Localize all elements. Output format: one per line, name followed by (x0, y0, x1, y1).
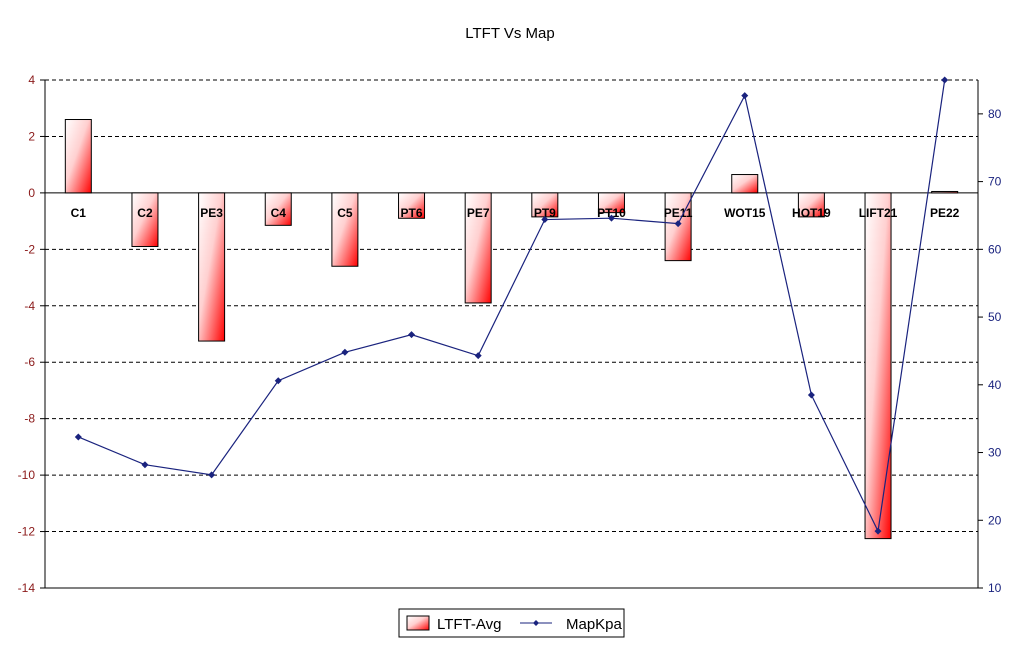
category-labels: C1 C2 PE3 C4 C5 PT6 PE7 PT9 PT10 PE11 WOT15 HOT19 LI… (71, 206, 960, 220)
category-label: PE7 (467, 206, 490, 220)
category-label: PE3 (200, 206, 223, 220)
left-tick-label: -2 (24, 242, 35, 256)
bar-ltft-avg (864, 192, 892, 540)
grid-lines (45, 79, 978, 533)
left-tick-label: -4 (24, 299, 35, 313)
category-label: PT10 (597, 206, 626, 220)
right-tick-label: 50 (988, 310, 1002, 324)
mapkpa-line (78, 79, 946, 534)
category-label: PT6 (401, 206, 423, 220)
mapkpa-point (741, 92, 749, 100)
category-label: C2 (137, 206, 153, 220)
mapkpa-point (341, 348, 349, 356)
left-tick-label: -10 (18, 468, 36, 482)
legend-frame (398, 608, 625, 638)
mapkpa-point (408, 331, 416, 339)
legend: LTFT-Avg MapKpa (398, 608, 625, 638)
chart-title: LTFT Vs Map (465, 25, 554, 42)
mapkpa-point (208, 471, 216, 479)
bars (64, 119, 959, 540)
bar-ltft-avg (331, 192, 359, 267)
bar-ltft-avg (264, 192, 292, 226)
bar-ltft-avg (731, 174, 759, 194)
mapkpa-point (141, 461, 149, 469)
category-label: PE22 (930, 206, 960, 220)
bar-ltft-avg (198, 192, 226, 342)
bar-ltft-avg (931, 190, 959, 194)
left-axis-ticks: -14 -12 -10 -8 -6 -4 -2 0 2 4 (18, 73, 45, 595)
left-tick-label: -12 (18, 525, 36, 539)
bar-ltft-avg (597, 192, 625, 214)
mapkpa-point (807, 391, 815, 399)
right-tick-label: 70 (988, 175, 1002, 189)
mapkpa-line-series (74, 76, 949, 535)
bar-ltft-avg (797, 192, 825, 218)
bar-ltft-avg (64, 119, 92, 194)
category-label: C1 (71, 206, 87, 220)
left-tick-label: -6 (24, 355, 35, 369)
bar-ltft-avg (131, 192, 159, 248)
category-label: PE11 (664, 206, 693, 220)
category-label: LIFT21 (859, 206, 898, 220)
category-label: PT9 (534, 206, 556, 220)
right-tick-label: 80 (988, 107, 1002, 121)
mapkpa-point (874, 527, 882, 535)
left-tick-label: 4 (28, 73, 35, 87)
legend-marker-mapkpa (533, 620, 539, 626)
category-label: C4 (271, 206, 287, 220)
category-label: C5 (337, 206, 353, 220)
category-label: HOT19 (792, 206, 831, 220)
bar-ltft-avg (464, 192, 492, 304)
mapkpa-point (941, 76, 949, 84)
mapkpa-point (674, 220, 682, 228)
right-tick-label: 20 (988, 513, 1002, 527)
right-tick-label: 10 (988, 581, 1002, 595)
right-axis-ticks: 10 20 30 40 50 60 70 80 (978, 107, 1002, 595)
left-tick-label: -14 (18, 581, 36, 595)
category-label: WOT15 (724, 206, 766, 220)
right-tick-label: 40 (988, 378, 1002, 392)
mapkpa-point (74, 433, 82, 441)
mapkpa-point (474, 352, 482, 360)
left-tick-label: -8 (24, 412, 35, 426)
left-tick-label: 0 (28, 186, 35, 200)
mapkpa-point (274, 377, 282, 385)
right-tick-label: 60 (988, 242, 1002, 256)
legend-swatch-ltft-avg (406, 615, 430, 631)
legend-label-mapkpa: MapKpa (566, 616, 623, 633)
right-tick-label: 30 (988, 446, 1002, 460)
mapkpa-point (541, 216, 549, 224)
mapkpa-point (607, 214, 615, 222)
bar-ltft-avg (398, 192, 426, 219)
legend-label-ltft-avg: LTFT-Avg (437, 616, 501, 633)
left-tick-label: 2 (28, 129, 35, 143)
